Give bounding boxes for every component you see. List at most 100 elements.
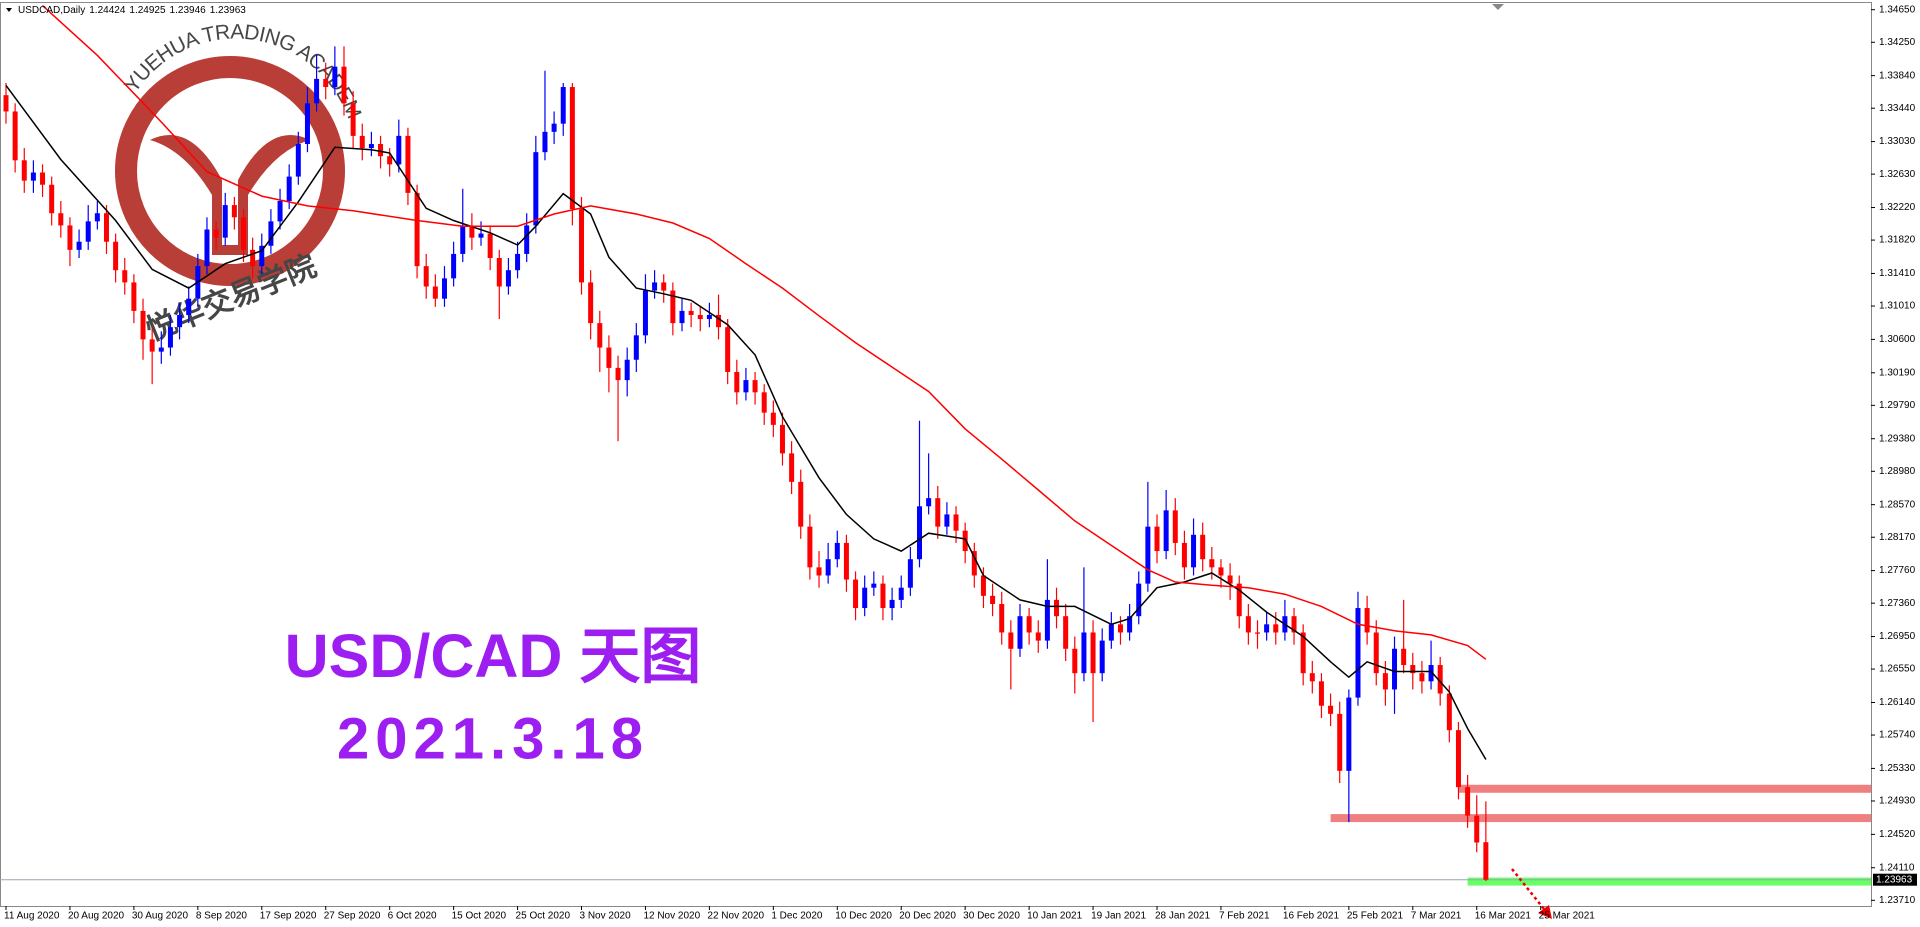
y-tick-label: 1.26550 <box>1879 664 1916 675</box>
x-tick-label: 16 Feb 2021 <box>1283 911 1340 922</box>
candle-body <box>1483 842 1489 880</box>
candle-body <box>1054 599 1060 617</box>
y-tick-label: 1.34650 <box>1879 4 1916 15</box>
y-tick-label: 1.27760 <box>1879 565 1916 576</box>
price-label: 1.23963 <box>1876 874 1913 885</box>
candle-body <box>1172 510 1178 543</box>
y-tick-label: 1.28980 <box>1879 466 1916 477</box>
candle-body <box>789 453 795 482</box>
x-tick-label: 20 Dec 2020 <box>899 911 956 922</box>
high-value: 1.24925 <box>129 5 166 16</box>
candle-body <box>1236 583 1242 617</box>
candle-body <box>953 514 959 531</box>
candle-body <box>259 245 265 267</box>
x-tick-label: 25 Feb 2021 <box>1347 911 1404 922</box>
candle-body <box>898 587 904 600</box>
candle-body <box>58 213 64 226</box>
candle-body <box>1026 616 1032 633</box>
x-tick-label: 17 Sep 2020 <box>260 911 317 922</box>
candle-body <box>186 298 192 315</box>
y-tick-label: 1.32630 <box>1879 169 1916 180</box>
forecast-arrow-head <box>1538 905 1552 919</box>
candle-body <box>843 542 849 580</box>
candle-body <box>332 66 338 88</box>
candle-body <box>204 229 210 267</box>
x-tick-label: 15 Oct 2020 <box>452 911 507 922</box>
candle-body <box>304 103 310 145</box>
candle-body <box>1227 575 1233 584</box>
x-tick-label: 27 Sep 2020 <box>324 911 381 922</box>
candle-body <box>1318 681 1324 706</box>
candle-body <box>1392 648 1398 690</box>
candle-body <box>30 172 36 181</box>
candle-body <box>670 290 676 324</box>
x-tick-label: 20 Aug 2020 <box>68 911 125 922</box>
candle-body <box>149 339 155 352</box>
x-tick-label: 3 Nov 2020 <box>580 911 632 922</box>
candle-body <box>378 144 384 157</box>
candle-body <box>1154 526 1160 552</box>
candle-body <box>1291 616 1297 633</box>
candle-body <box>1181 542 1187 568</box>
candle-body <box>853 579 859 609</box>
candle-body <box>834 542 840 560</box>
candle-body <box>944 514 950 527</box>
watermark-headline: USD/CAD 天图 <box>285 622 702 690</box>
price-zone <box>1467 877 1871 886</box>
candle-body <box>113 241 119 271</box>
candle-body <box>387 156 393 165</box>
candle-body <box>999 603 1005 633</box>
y-tick-label: 1.34250 <box>1879 37 1916 48</box>
candle-body <box>734 371 740 393</box>
y-tick-label: 1.31410 <box>1879 268 1916 279</box>
candle-body <box>1072 648 1078 674</box>
shift-marker <box>1492 4 1504 10</box>
x-tick-label: 30 Aug 2020 <box>132 911 189 922</box>
candle-body <box>213 229 219 238</box>
x-tick-label: 7 Mar 2021 <box>1411 911 1462 922</box>
y-tick-label: 1.33440 <box>1879 103 1916 114</box>
y-tick-label: 1.32220 <box>1879 202 1916 213</box>
candle-body <box>241 217 247 250</box>
candle-body <box>1300 632 1306 674</box>
candle-body <box>167 327 173 348</box>
candle-body <box>825 559 831 576</box>
y-tick-label: 1.30190 <box>1879 367 1916 378</box>
candle-body <box>661 282 667 291</box>
logo-mark <box>150 135 310 255</box>
candle-body <box>487 233 493 258</box>
y-tick-label: 1.24110 <box>1879 862 1915 873</box>
x-tick-label: 1 Dec 2020 <box>771 911 823 922</box>
y-tick-label: 1.29790 <box>1879 400 1916 411</box>
candle-body <box>1254 632 1260 634</box>
candle-body <box>1446 693 1452 731</box>
candle-body <box>277 201 283 222</box>
x-tick-label: 10 Dec 2020 <box>835 911 892 922</box>
low-value: 1.23946 <box>169 5 206 16</box>
candle-body <box>926 498 932 507</box>
candle-body <box>642 290 648 336</box>
logo-ring <box>115 56 345 286</box>
candle-body <box>1337 713 1343 771</box>
candle-body <box>798 481 804 527</box>
candle-body <box>158 347 164 352</box>
x-tick-label: 10 Jan 2021 <box>1027 911 1082 922</box>
y-tick-label: 1.27360 <box>1879 598 1916 609</box>
candle-body <box>579 209 585 283</box>
candle-body <box>779 424 785 454</box>
y-tick-label: 1.28170 <box>1879 532 1916 543</box>
candle-body <box>469 225 475 238</box>
x-tick-label: 16 Mar 2021 <box>1475 911 1532 922</box>
candle-body <box>85 221 91 242</box>
candle-body <box>1081 632 1087 674</box>
y-tick-label: 1.26140 <box>1879 697 1916 708</box>
candle-body <box>1373 632 1379 674</box>
y-tick-label: 1.33030 <box>1879 136 1916 147</box>
candle-body <box>1063 616 1069 649</box>
candle-body <box>1218 567 1224 576</box>
candle-body <box>971 551 977 576</box>
candle-body <box>441 278 447 299</box>
candle-body <box>1419 673 1425 682</box>
candle-body <box>131 282 137 311</box>
